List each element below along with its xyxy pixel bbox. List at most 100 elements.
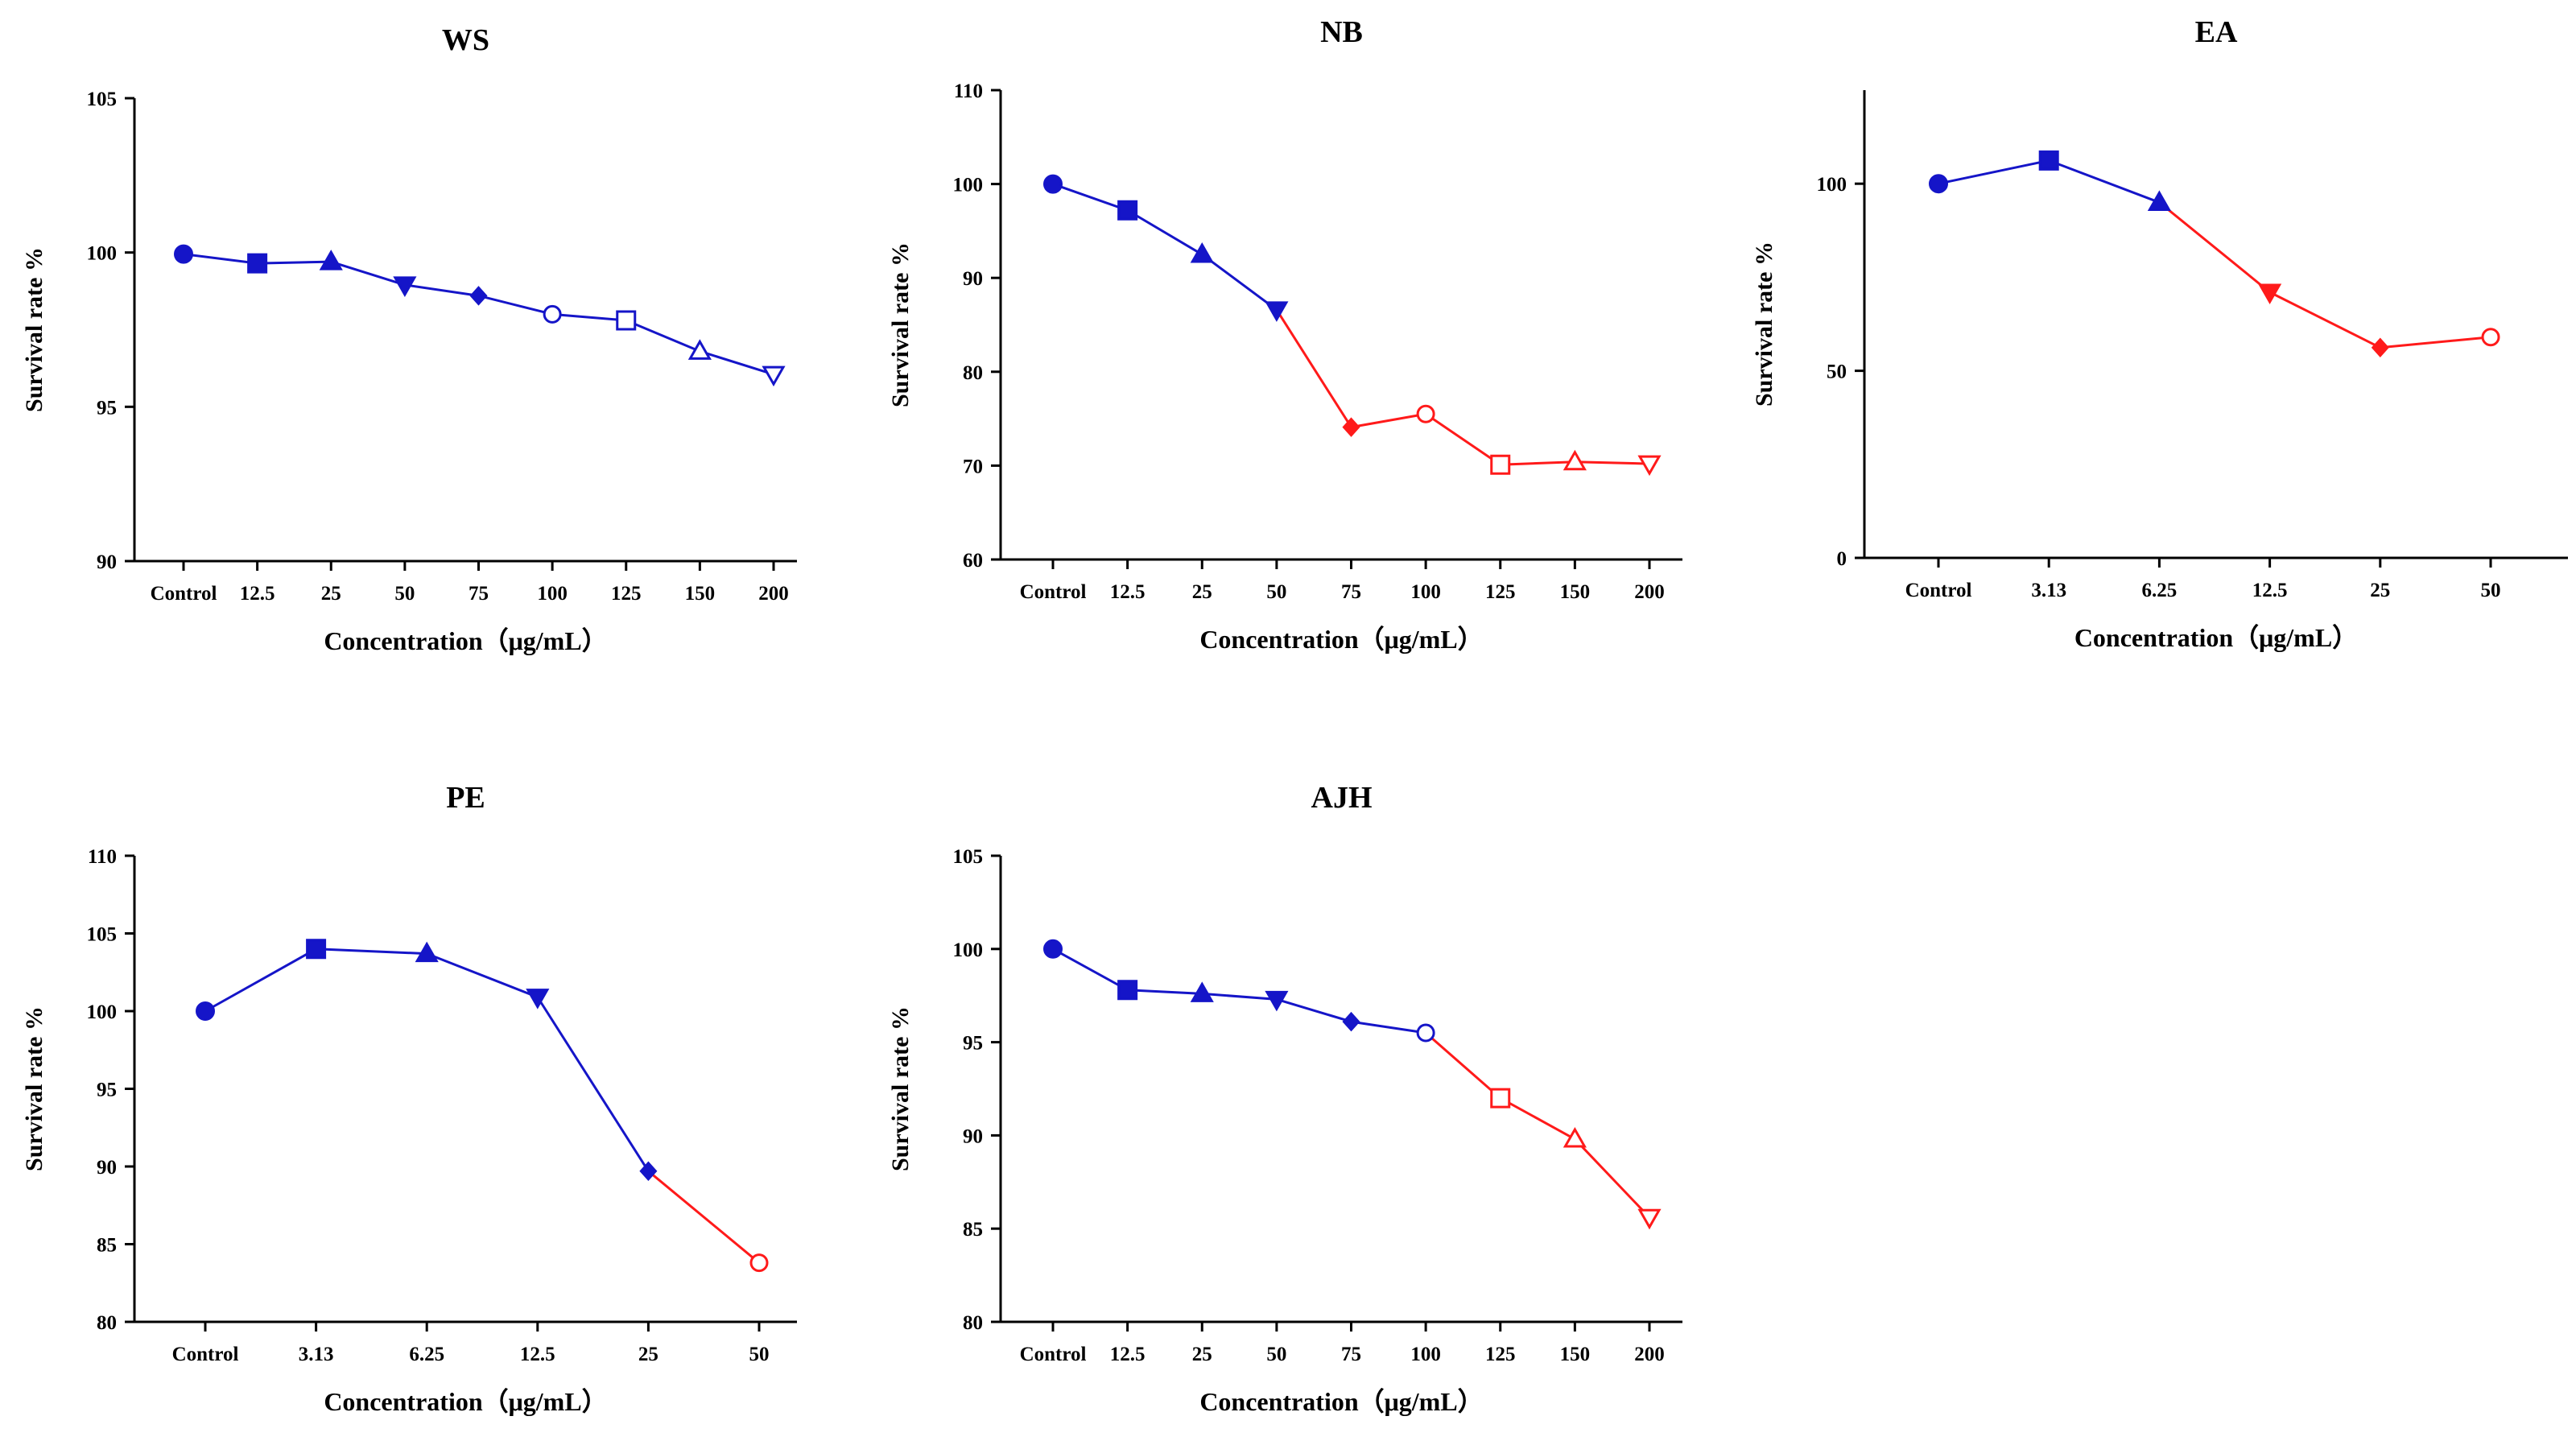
x-tick-label: 6.25 bbox=[409, 1344, 444, 1365]
y-tick-label: 100 bbox=[953, 939, 984, 961]
series-line-segment bbox=[1052, 948, 1129, 992]
x-tick-label: 25 bbox=[321, 583, 341, 605]
series-line-segment bbox=[2268, 291, 2381, 349]
x-tick-label: 150 bbox=[1560, 1344, 1591, 1365]
x-tick-label: Control bbox=[1905, 580, 1972, 601]
chart-panel-pe: PE 80 85 90 95 100 105 110 Control 3.13 6.25 12.5 25… bbox=[21, 781, 797, 1416]
x-tick-label: 12.5 bbox=[520, 1344, 555, 1365]
y-tick-label: 110 bbox=[88, 846, 117, 868]
x-tick-label: 100 bbox=[1410, 581, 1441, 603]
series-line-segment bbox=[1500, 1096, 1576, 1141]
data-point bbox=[1117, 980, 1138, 1001]
y-tick-label: 80 bbox=[97, 1312, 117, 1334]
data-point bbox=[762, 365, 786, 387]
data-point bbox=[1929, 174, 1948, 194]
series-line-segment bbox=[1351, 412, 1426, 429]
x-tick-label: 25 bbox=[638, 1344, 658, 1365]
series-line-segment bbox=[2048, 159, 2160, 204]
series-line-segment bbox=[1425, 1031, 1501, 1100]
data-point bbox=[1490, 1088, 1511, 1109]
y-tick-label: 105 bbox=[953, 846, 984, 868]
y-tick-label: 85 bbox=[963, 1219, 983, 1241]
x-axis-label: Concentration（μg/mL） bbox=[2074, 623, 2358, 652]
data-point bbox=[2258, 283, 2282, 305]
series-line-segment bbox=[536, 996, 650, 1172]
x-tick-label: 150 bbox=[685, 583, 716, 605]
series-line-segment bbox=[204, 948, 317, 1013]
y-tick-label: 70 bbox=[963, 456, 983, 477]
y-tick-label: 95 bbox=[97, 1080, 117, 1101]
series-line-segment bbox=[257, 260, 332, 265]
x-tick-label: Control bbox=[172, 1344, 239, 1365]
x-tick-label: 50 bbox=[394, 583, 415, 605]
series-line-segment bbox=[1425, 413, 1501, 466]
data-point bbox=[174, 244, 193, 264]
x-axis-label: Concentration（μg/mL） bbox=[1199, 625, 1483, 654]
data-point bbox=[2481, 328, 2500, 347]
x-tick-label: 50 bbox=[1266, 581, 1286, 603]
x-tick-label: 75 bbox=[469, 583, 489, 605]
data-point bbox=[2038, 150, 2059, 171]
y-tick-label: 95 bbox=[97, 397, 117, 419]
data-point bbox=[1563, 449, 1587, 471]
x-tick-label: 6.25 bbox=[2142, 580, 2178, 601]
y-tick-label: 105 bbox=[87, 924, 118, 946]
x-tick-label: 100 bbox=[1410, 1344, 1441, 1365]
data-point bbox=[1043, 174, 1063, 194]
y-tick-label: 90 bbox=[97, 1157, 117, 1179]
y-tick-label: 85 bbox=[97, 1235, 117, 1257]
series-line-segment bbox=[1201, 253, 1278, 312]
y-tick-label: 80 bbox=[963, 1312, 983, 1334]
y-tick-label: 100 bbox=[87, 243, 118, 265]
series-line-segment bbox=[478, 294, 553, 316]
x-tick-label: Control bbox=[1020, 1344, 1087, 1365]
x-tick-label: 12.5 bbox=[1110, 581, 1146, 603]
x-tick-label: 125 bbox=[611, 583, 642, 605]
data-point bbox=[247, 253, 268, 274]
y-tick-label: 90 bbox=[97, 551, 117, 573]
series-line-segment bbox=[1500, 460, 1575, 466]
chart-title: EA bbox=[2195, 15, 2238, 49]
data-point bbox=[196, 1001, 215, 1021]
x-axis-label: Concentration（μg/mL） bbox=[324, 1387, 607, 1416]
x-tick-label: 3.13 bbox=[299, 1344, 334, 1365]
data-point bbox=[393, 276, 417, 297]
series-line-segment bbox=[1276, 997, 1352, 1023]
y-tick-label: 100 bbox=[87, 1001, 118, 1023]
y-axis-label: Survival rate % bbox=[21, 1006, 47, 1171]
data-point bbox=[1265, 301, 1289, 322]
series-line-segment bbox=[1126, 209, 1203, 256]
x-tick-label: 125 bbox=[1485, 1344, 1516, 1365]
chart-panel-ea: EA 0 50 100 Control 3.13 6.25 12.5 25 50 Concentra… bbox=[1751, 15, 2568, 652]
data-point bbox=[1117, 200, 1138, 221]
y-axis-label: Survival rate % bbox=[21, 247, 47, 412]
data-point bbox=[1265, 990, 1289, 1012]
x-tick-label: 75 bbox=[1341, 1344, 1361, 1365]
x-tick-label: 3.13 bbox=[2031, 580, 2066, 601]
data-point bbox=[687, 339, 712, 360]
chart-panel-ajh: AJH 80 85 90 95 100 105 Control 12.5 25 50 75 100 125… bbox=[887, 781, 1682, 1416]
series-line-segment bbox=[1052, 183, 1129, 212]
data-point bbox=[526, 989, 550, 1010]
y-tick-label: 100 bbox=[953, 175, 984, 196]
series-line-segment bbox=[699, 349, 774, 376]
data-point bbox=[1342, 1011, 1360, 1032]
chart-panel-ws: WS 90 95 100 105 Control 12.5 25 50 75 100 125 150 20… bbox=[21, 23, 797, 655]
y-axis-label: Survival rate % bbox=[1751, 242, 1777, 407]
series-line-segment bbox=[316, 948, 427, 956]
chart-title: NB bbox=[1320, 15, 1363, 49]
y-tick-label: 60 bbox=[963, 550, 983, 572]
data-point bbox=[1563, 1127, 1587, 1148]
data-point bbox=[415, 941, 439, 963]
x-tick-label: 50 bbox=[749, 1344, 770, 1365]
series-line-segment bbox=[1127, 989, 1203, 995]
data-point bbox=[639, 1161, 658, 1182]
y-axis-label: Survival rate % bbox=[887, 242, 914, 407]
data-point bbox=[616, 310, 637, 331]
chart-title: PE bbox=[446, 781, 485, 815]
series-line-segment bbox=[1202, 992, 1277, 1001]
x-tick-label: 25 bbox=[1192, 581, 1212, 603]
y-tick-label: 90 bbox=[963, 1125, 983, 1147]
data-point bbox=[1190, 242, 1214, 263]
data-point bbox=[1490, 454, 1511, 475]
